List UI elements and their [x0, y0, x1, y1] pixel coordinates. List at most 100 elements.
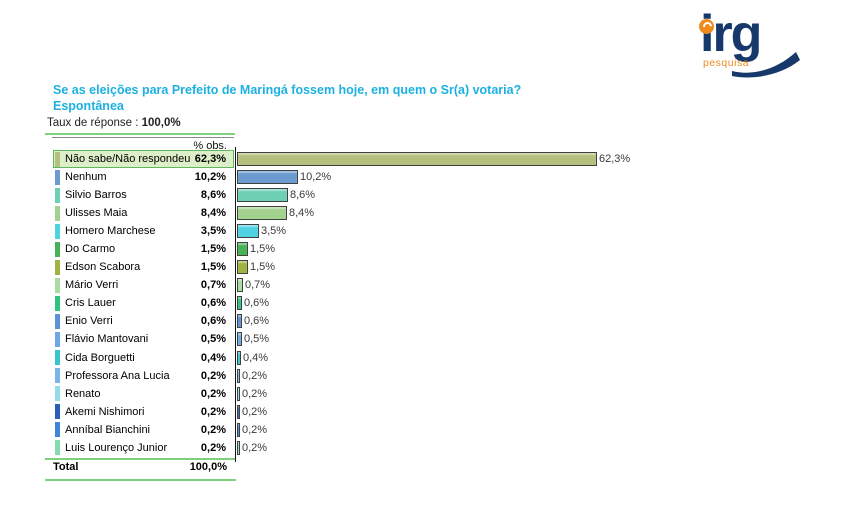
page-title: Se as eleições para Prefeito de Maringá …: [53, 83, 673, 114]
legend-color-chip: [55, 386, 60, 402]
legend-color-chip: [55, 241, 60, 257]
percent-value: 1,5%: [200, 261, 226, 274]
table-row[interactable]: Renato 0,2%: [53, 385, 234, 403]
legend-color-chip: [55, 422, 60, 438]
bar-row: 1,5%: [237, 240, 630, 258]
legend-color-chip: [55, 404, 60, 420]
bar-row: 8,4%: [237, 204, 630, 222]
bar: [237, 422, 240, 437]
candidate-name: Homero Marchese: [65, 225, 156, 238]
total-label: Total: [53, 461, 79, 473]
percent-value: 0,7%: [200, 279, 226, 292]
percent-value: 0,2%: [200, 387, 226, 400]
table-row[interactable]: Enio Verri 0,6%: [53, 312, 234, 330]
candidate-name: Akemi Nishimori: [65, 405, 145, 418]
percent-value: 62,3%: [194, 153, 226, 166]
table-row[interactable]: Nenhum 10,2%: [53, 168, 234, 186]
bar: [237, 404, 240, 419]
bar-value-label: 62,3%: [599, 153, 631, 166]
question-title: Se as eleições para Prefeito de Maringá …: [53, 83, 522, 97]
bar-value-label: 0,2%: [242, 441, 268, 454]
candidate-name: Cris Lauer: [65, 297, 116, 310]
percent-value: 10,2%: [194, 171, 226, 184]
bar-row: 0,2%: [237, 439, 630, 457]
column-header-obs: % obs.: [193, 140, 227, 152]
table-row[interactable]: Do Carmo 1,5%: [53, 240, 234, 258]
bar-row: 0,6%: [237, 294, 630, 312]
bar: [237, 332, 242, 347]
table-row[interactable]: Akemi Nishimori 0,2%: [53, 403, 234, 421]
legend-color-chip: [55, 350, 60, 366]
bar: [237, 368, 240, 383]
bar: [237, 206, 287, 221]
percent-value: 0,2%: [200, 423, 226, 436]
bar-row: 0,2%: [237, 421, 630, 439]
chart-bars: 62,3% 10,2% 8,6% 8,4% 3,5% 1,5% 1,5% 0,7% 0,6% 0,…: [237, 150, 630, 457]
logo-wordmark: irg: [700, 5, 762, 63]
logo-swoosh-icon: [732, 52, 800, 78]
total-value: 100,0%: [189, 461, 227, 473]
table-row[interactable]: Homero Marchese 3,5%: [53, 222, 234, 240]
table-row[interactable]: Professora Ana Lucia 0,2%: [53, 367, 234, 385]
bar-value-label: 1,5%: [250, 261, 276, 274]
percent-value: 3,5%: [200, 225, 226, 238]
table-row[interactable]: Silvio Barros 8,6%: [53, 186, 234, 204]
bar: [237, 386, 240, 401]
table-rows: Não sabe/Não respondeu 62,3% Nenhum 10,2% Si…: [53, 150, 234, 457]
table-row[interactable]: Não sabe/Não respondeu 62,3%: [53, 150, 234, 169]
chart-axis-line: [235, 147, 236, 462]
bar: [237, 296, 242, 311]
percent-value: 0,5%: [200, 333, 226, 346]
divider-bottom: [45, 479, 236, 481]
logo-tagline: pesquisa: [703, 57, 750, 69]
bar-value-label: 0,2%: [242, 387, 268, 400]
candidate-name: Professora Ana Lucia: [65, 369, 170, 382]
legend-color-chip: [55, 151, 60, 167]
bar-value-label: 10,2%: [300, 171, 332, 184]
bar-value-label: 0,2%: [242, 405, 268, 418]
candidate-name: Nenhum: [65, 171, 107, 184]
total-row: Total 100,0%: [53, 461, 234, 473]
bar: [237, 278, 243, 293]
bar: [237, 188, 288, 203]
table-row[interactable]: Mário Verri 0,7%: [53, 276, 234, 294]
table-row[interactable]: Ulisses Maia 8,4%: [53, 204, 234, 222]
candidate-name: Edson Scabora: [65, 261, 141, 274]
legend-color-chip: [55, 187, 60, 203]
legend-color-chip: [55, 277, 60, 293]
bar: [237, 260, 248, 275]
percent-value: 0,6%: [200, 315, 226, 328]
logo-dot-icon: [699, 19, 714, 34]
question-subtitle: Espontânea: [53, 98, 124, 113]
bar-value-label: 0,6%: [244, 315, 270, 328]
table-row[interactable]: Anníbal Bianchini 0,2%: [53, 421, 234, 439]
table-row[interactable]: Cris Lauer 0,6%: [53, 294, 234, 312]
table-row[interactable]: Luis Lourenço Junior 0,2%: [53, 439, 234, 457]
legend-color-chip: [55, 205, 60, 221]
table-row[interactable]: Cida Borguetti 0,4%: [53, 349, 234, 367]
bar: [237, 350, 241, 365]
bar-value-label: 3,5%: [261, 225, 287, 238]
bar-row: 10,2%: [237, 168, 630, 186]
legend-color-chip: [55, 368, 60, 384]
bar-value-label: 1,5%: [250, 243, 276, 256]
table-row[interactable]: Edson Scabora 1,5%: [53, 258, 234, 276]
bar: [237, 314, 242, 329]
bar-value-label: 0,7%: [245, 279, 271, 292]
candidate-name: Ulisses Maia: [65, 207, 128, 220]
table-top-border: [52, 137, 234, 138]
bar-value-label: 0,6%: [244, 297, 270, 310]
percent-value: 8,6%: [200, 189, 226, 202]
response-rate-value: 100,0%: [141, 117, 181, 129]
bar: [237, 170, 298, 185]
candidate-name: Não sabe/Não respondeu: [65, 153, 191, 166]
table-row[interactable]: Flávio Mantovani 0,5%: [53, 330, 234, 348]
legend-color-chip: [55, 295, 60, 311]
response-rate: Taux de réponse : 100,0%: [47, 117, 181, 129]
percent-value: 8,4%: [200, 207, 226, 220]
irg-logo: irg pesquisa: [698, 5, 828, 78]
candidate-name: Do Carmo: [65, 243, 116, 256]
candidate-name: Luis Lourenço Junior: [65, 441, 168, 454]
bar-value-label: 0,2%: [242, 369, 268, 382]
bar-row: 8,6%: [237, 186, 630, 204]
